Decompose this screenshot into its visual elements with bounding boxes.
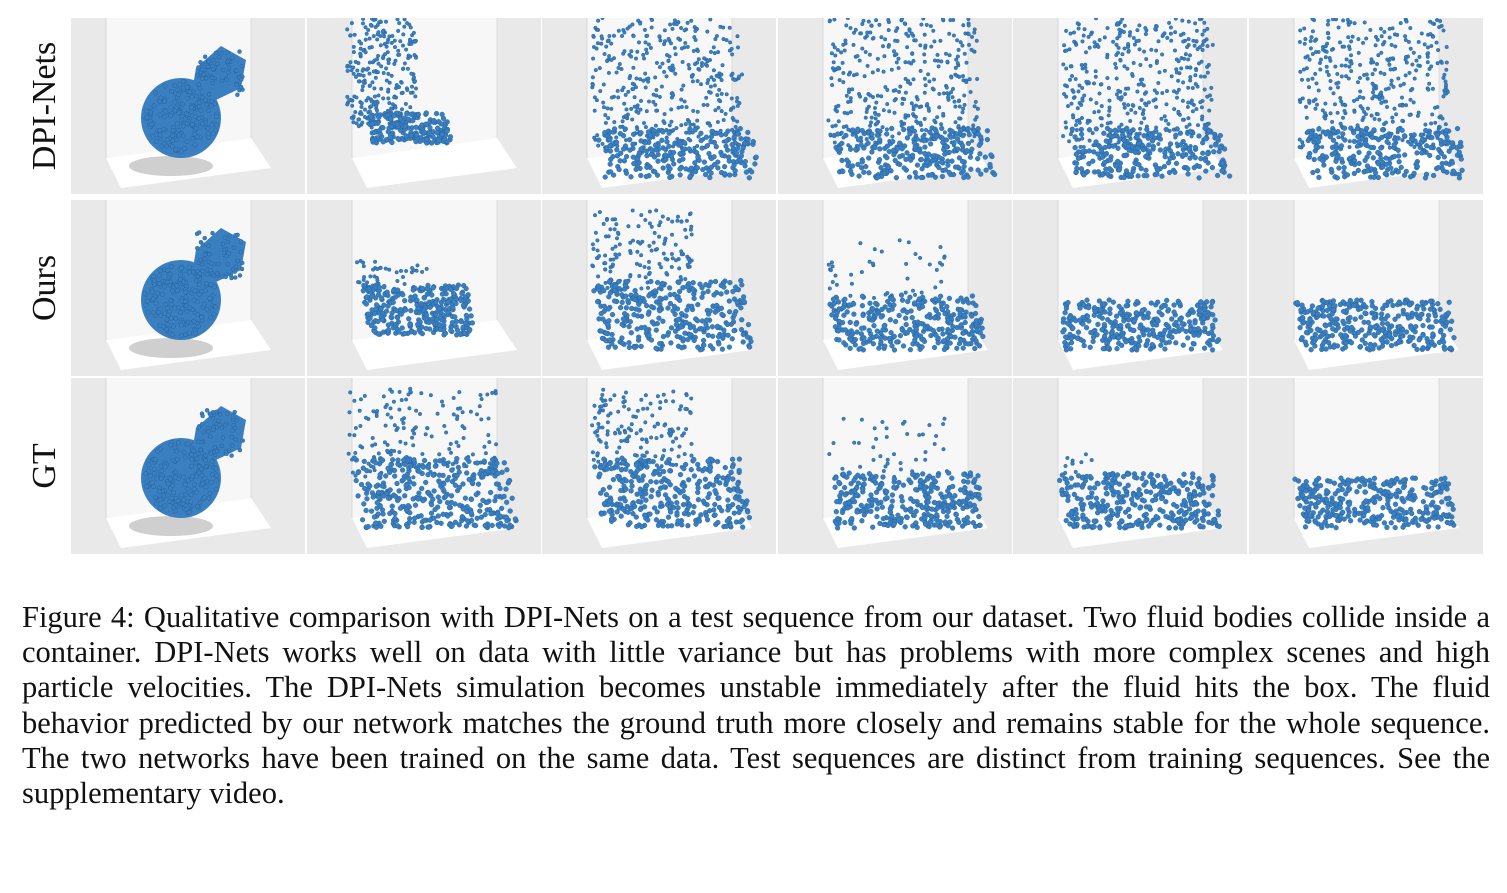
simulation-render — [307, 18, 541, 194]
simulation-render — [71, 378, 305, 554]
simulation-render — [1249, 200, 1483, 376]
row-label-text: Ours — [26, 254, 63, 322]
simulation-frame — [1013, 200, 1247, 376]
simulation-frame — [307, 378, 541, 554]
simulation-frame — [71, 18, 305, 194]
row-ours: Ours — [20, 200, 1485, 376]
simulation-render — [778, 18, 1012, 194]
row-gt: GT — [20, 378, 1485, 554]
simulation-frame — [778, 378, 1012, 554]
frame-strip — [71, 18, 1485, 194]
simulation-render — [778, 378, 1012, 554]
row-label: GT — [20, 378, 70, 554]
frame-strip — [71, 378, 1485, 554]
simulation-render — [1249, 378, 1483, 554]
row-label-text: DPI-Nets — [26, 41, 63, 171]
figure-4: DPI-Nets Ours GT — [20, 18, 1485, 558]
simulation-frame — [307, 18, 541, 194]
caption-text: Qualitative comparison with DPI-Nets on … — [22, 600, 1490, 811]
row-label-text: GT — [26, 443, 63, 489]
simulation-frame — [542, 378, 776, 554]
simulation-render — [1013, 378, 1247, 554]
figure-caption: Figure 4: Qualitative comparison with DP… — [22, 600, 1490, 811]
frame-strip — [71, 200, 1485, 376]
row-dpi-nets: DPI-Nets — [20, 18, 1485, 194]
simulation-frame — [1013, 18, 1247, 194]
simulation-render — [1013, 200, 1247, 376]
simulation-render — [71, 18, 305, 194]
simulation-render — [1013, 18, 1247, 194]
simulation-render — [1249, 18, 1483, 194]
row-label: DPI-Nets — [20, 18, 70, 194]
simulation-frame — [1013, 378, 1247, 554]
simulation-render — [71, 200, 305, 376]
simulation-render — [307, 378, 541, 554]
simulation-frame — [307, 200, 541, 376]
simulation-frame — [1249, 200, 1483, 376]
simulation-frame — [778, 18, 1012, 194]
simulation-render — [542, 200, 776, 376]
simulation-frame — [1249, 378, 1483, 554]
caption-label: Figure 4: — [22, 600, 135, 634]
simulation-frame — [71, 378, 305, 554]
simulation-render — [307, 200, 541, 376]
simulation-render — [778, 200, 1012, 376]
simulation-render — [542, 18, 776, 194]
simulation-frame — [71, 200, 305, 376]
row-label: Ours — [20, 200, 70, 376]
simulation-render — [542, 378, 776, 554]
simulation-frame — [542, 18, 776, 194]
simulation-frame — [542, 200, 776, 376]
simulation-frame — [1249, 18, 1483, 194]
simulation-frame — [778, 200, 1012, 376]
